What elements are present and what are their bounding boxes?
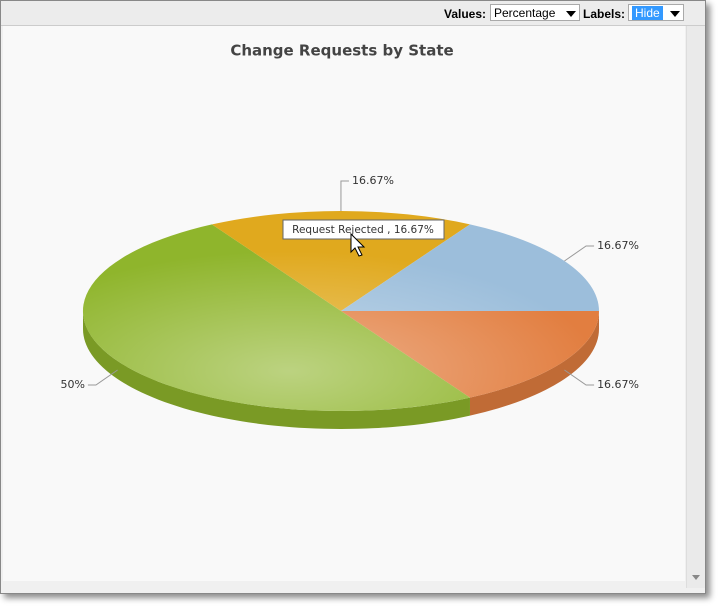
pie: 16.67% 50% 16.67% 16.67% Request Rejected , …: [60, 174, 639, 429]
tooltip: Request Rejected , 16.67%: [282, 219, 445, 257]
labels-select[interactable]: Hide: [628, 4, 684, 21]
toolbar: Values: Percentage Labels: Hide: [1, 1, 705, 26]
values-option: Percentage: [494, 6, 556, 20]
data-label: 50%: [60, 378, 84, 391]
chart: Change Requests by State 16.67%50%16.67%…: [60, 42, 639, 429]
data-label: 16.67%: [597, 378, 639, 391]
tooltip-text: Request Rejected , 16.67%: [292, 224, 434, 236]
label-leader: [564, 245, 595, 262]
values-select[interactable]: Percentage: [490, 4, 580, 21]
cursor: [350, 232, 366, 257]
tooltip-box: [282, 219, 445, 240]
labels-option: Hide: [632, 6, 663, 20]
labels-label: Labels:: [583, 7, 626, 21]
label-leader: [340, 180, 349, 212]
values-label: Values:: [444, 7, 487, 21]
window: Values: Percentage Labels: Hide Change R…: [0, 0, 706, 594]
data-label: 16.67%: [597, 239, 639, 252]
data-label: 16.67%: [352, 174, 394, 187]
chart-title: Change Requests by State: [230, 42, 453, 60]
scrollbar[interactable]: [686, 26, 705, 588]
